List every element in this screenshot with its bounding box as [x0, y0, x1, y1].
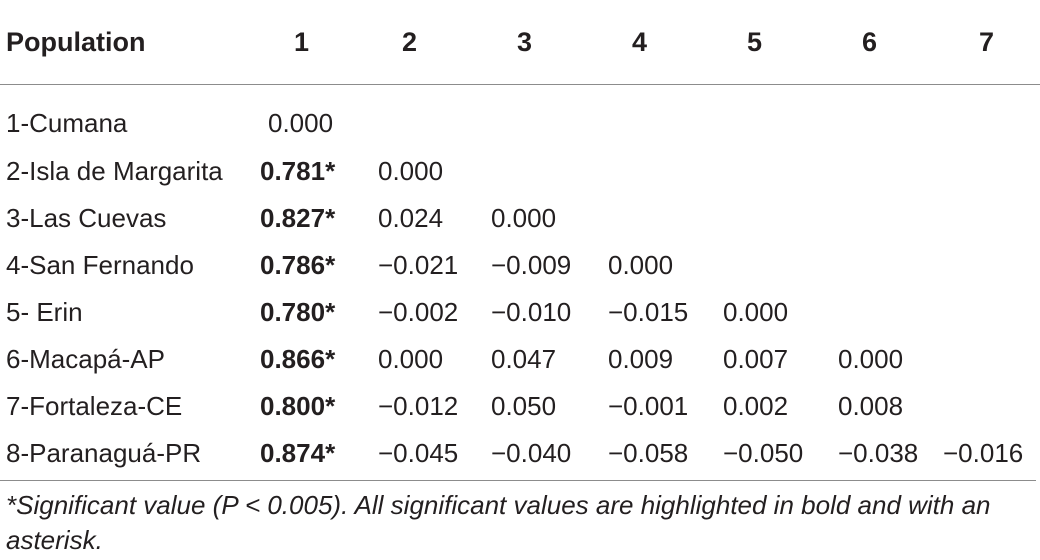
fst-value-cell: 0.000 — [723, 297, 789, 327]
header-population: Population — [0, 0, 258, 85]
table-row: 5- Erin 0.780* −0.002 −0.010 −0.015 0.000 — [0, 289, 1040, 336]
empty-cell — [598, 148, 713, 195]
header-col-7: 7 — [943, 0, 1040, 85]
fst-value-cell: −0.010 — [491, 297, 572, 327]
fst-value-cell: 0.000 — [608, 250, 674, 280]
empty-cell — [828, 84, 943, 148]
header-col-2: 2 — [368, 0, 483, 85]
empty-cell — [943, 84, 1040, 148]
pairwise-table: Population 1 2 3 4 5 6 7 1-Cumana 0.000 2-… — [0, 0, 1040, 480]
fst-value-cell: −0.050 — [723, 437, 804, 468]
table-row: 1-Cumana 0.000 — [0, 84, 1040, 148]
population-name: 8-Paranaguá-PR — [6, 437, 202, 468]
header-col-6: 6 — [828, 0, 943, 85]
empty-cell — [483, 148, 598, 195]
fst-value-cell: 0.800* — [260, 391, 336, 421]
empty-cell — [943, 195, 1040, 242]
empty-cell — [713, 148, 828, 195]
header-col-3: 3 — [483, 0, 598, 85]
table-row: 2-Isla de Margarita 0.781* 0.000 — [0, 148, 1040, 195]
empty-cell — [828, 148, 943, 195]
fst-value-cell: 0.007 — [723, 344, 789, 374]
population-name: 3-Las Cuevas — [6, 203, 167, 233]
empty-cell — [943, 383, 1040, 430]
empty-cell — [598, 84, 713, 148]
population-name: 6-Macapá-AP — [6, 344, 165, 374]
empty-cell — [713, 242, 828, 289]
fst-value-cell: 0.000 — [268, 107, 334, 138]
empty-cell — [828, 242, 943, 289]
fst-value-cell: 0.002 — [723, 391, 789, 421]
fst-value-cell: −0.021 — [378, 250, 459, 280]
fst-value-cell: 0.827* — [260, 203, 336, 233]
fst-value-cell: 0.874* — [260, 437, 336, 468]
fst-value-cell: −0.040 — [491, 437, 572, 468]
fst-value-cell: −0.002 — [378, 297, 459, 327]
fst-value-cell: 0.008 — [838, 391, 904, 421]
fst-value-cell: 0.047 — [491, 344, 557, 374]
header-col-1: 1 — [258, 0, 368, 85]
population-name: 5- Erin — [6, 297, 83, 327]
empty-cell — [368, 84, 483, 148]
fst-value-cell: −0.015 — [608, 297, 689, 327]
population-name: 1-Cumana — [6, 107, 128, 138]
population-name: 7-Fortaleza-CE — [6, 391, 183, 421]
table-row: 8-Paranaguá-PR 0.874* −0.045 −0.040 −0.058 −0… — [0, 430, 1040, 480]
fst-value-cell: 0.000 — [838, 344, 904, 374]
fst-value-cell: 0.781* — [260, 156, 336, 186]
table-row: 4-San Fernando 0.786* −0.021 −0.009 0.000 — [0, 242, 1040, 289]
fst-table-container: Population 1 2 3 4 5 6 7 1-Cumana 0.000 2-… — [0, 0, 1040, 480]
empty-cell — [598, 195, 713, 242]
empty-cell — [828, 195, 943, 242]
header-col-5: 5 — [713, 0, 828, 85]
population-name: 2-Isla de Margarita — [6, 156, 223, 186]
fst-value-cell: 0.866* — [260, 344, 336, 374]
table-row: 3-Las Cuevas 0.827* 0.024 0.000 — [0, 195, 1040, 242]
table-bottom-rule — [0, 480, 1036, 481]
fst-value-cell: 0.024 — [378, 203, 444, 233]
empty-cell — [483, 84, 598, 148]
empty-cell — [713, 84, 828, 148]
fst-value-cell: 0.000 — [491, 203, 557, 233]
fst-value-cell: 0.000 — [378, 156, 444, 186]
fst-value-cell: −0.016 — [943, 437, 1024, 468]
table-footnote: *Significant value (P < 0.005). All sign… — [6, 490, 991, 555]
empty-cell — [943, 289, 1040, 336]
table-row: 6-Macapá-AP 0.866* 0.000 0.047 0.009 0.007 0.0… — [0, 336, 1040, 383]
fst-value-cell: 0.009 — [608, 344, 674, 374]
fst-value-cell: −0.012 — [378, 391, 459, 421]
fst-value-cell: −0.001 — [608, 391, 689, 421]
fst-value-cell: 0.000 — [378, 344, 444, 374]
header-row: Population 1 2 3 4 5 6 7 — [0, 0, 1040, 85]
fst-value-cell: −0.058 — [608, 437, 689, 468]
population-name: 4-San Fernando — [6, 250, 194, 280]
fst-value-cell: −0.009 — [491, 250, 572, 280]
empty-cell — [943, 242, 1040, 289]
fst-value-cell: −0.038 — [838, 437, 919, 468]
table-body: 1-Cumana 0.000 2-Isla de Margarita 0.781* 0.… — [0, 84, 1040, 480]
table-row: 7-Fortaleza-CE 0.800* −0.012 0.050 −0.001 0.0… — [0, 383, 1040, 430]
fst-value-cell: 0.050 — [491, 391, 557, 421]
empty-cell — [828, 289, 943, 336]
fst-value-cell: 0.786* — [260, 250, 336, 280]
empty-cell — [943, 336, 1040, 383]
fst-value-cell: −0.045 — [378, 437, 459, 468]
empty-cell — [943, 148, 1040, 195]
empty-cell — [713, 195, 828, 242]
header-col-4: 4 — [598, 0, 713, 85]
fst-value-cell: 0.780* — [260, 297, 336, 327]
